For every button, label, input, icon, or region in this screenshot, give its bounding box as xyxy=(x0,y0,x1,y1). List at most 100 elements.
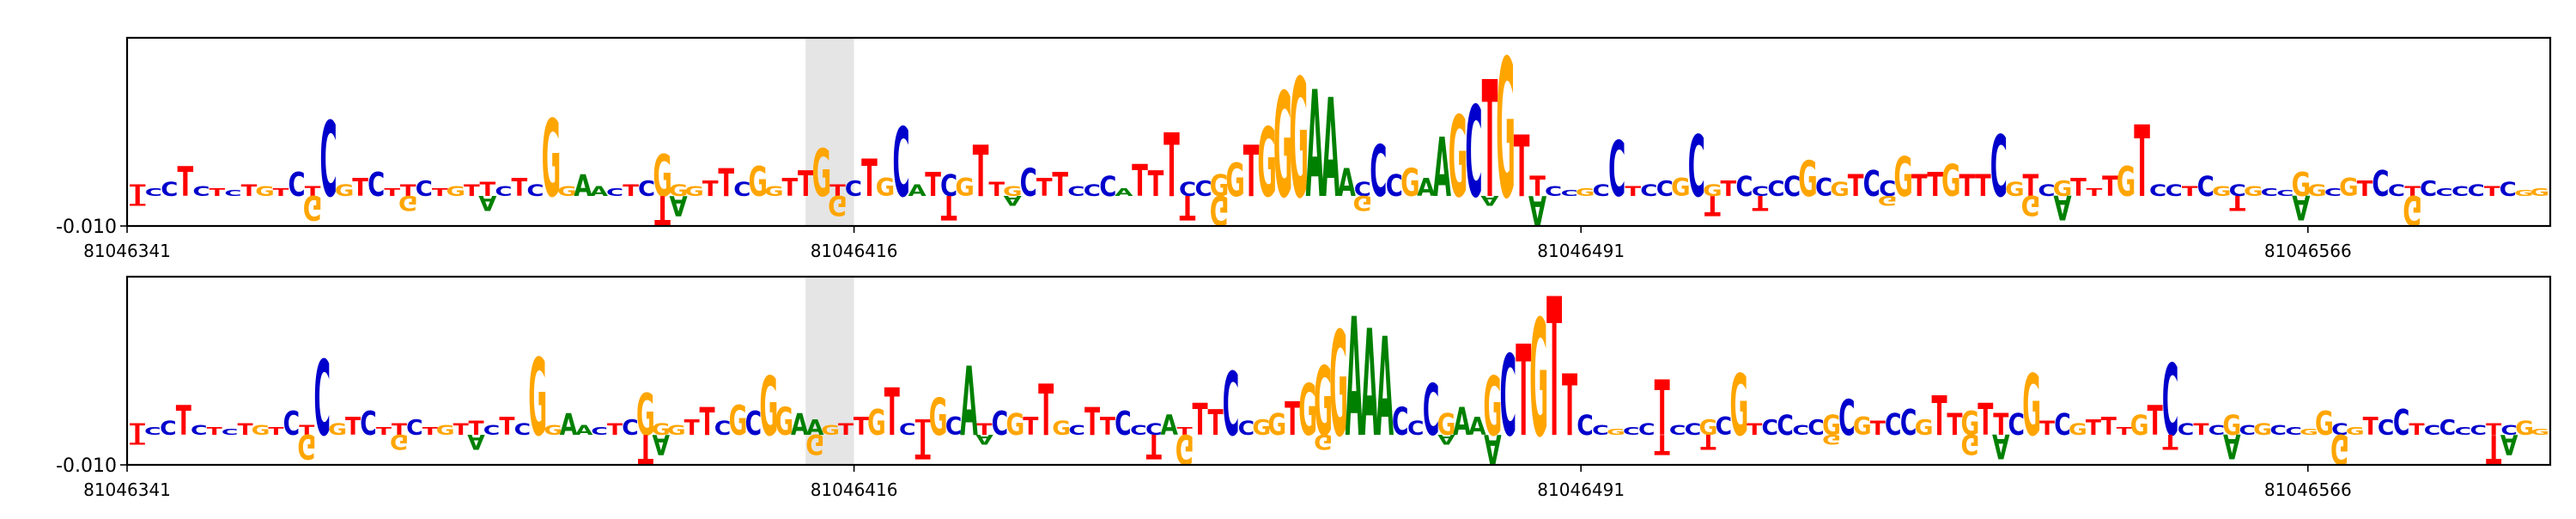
logo-letter: A xyxy=(1433,121,1451,216)
logo-letter-negative: T xyxy=(1704,190,1721,221)
logo-letter: C xyxy=(945,412,962,441)
logo-letter-negative: A xyxy=(670,190,688,221)
logo-letter-negative: G xyxy=(2330,424,2349,473)
logo-letter: G xyxy=(1252,416,1271,441)
logo-letter: G xyxy=(252,423,270,438)
logo-letter: C xyxy=(591,424,607,437)
logo-letter: T xyxy=(1562,357,1577,455)
logo-letter: G xyxy=(2069,421,2087,439)
logo-letter: T xyxy=(1546,260,1562,480)
logo-letter: C xyxy=(416,177,433,202)
logo-letter: T xyxy=(2039,417,2055,439)
logo-letter: T xyxy=(1084,400,1100,444)
x-tick-label: 81046341 xyxy=(83,479,171,500)
logo-letter: C xyxy=(1593,180,1610,200)
logo-letter: C xyxy=(1783,171,1801,202)
logo-letter: T xyxy=(512,174,528,203)
logo-letter: T xyxy=(2404,184,2421,199)
logo-letter-negative: G xyxy=(398,191,418,215)
logo-letter: C xyxy=(1592,423,1608,438)
logo-letter: T xyxy=(1514,118,1530,216)
logo-letter: C xyxy=(1067,184,1084,199)
logo-letter: T xyxy=(1927,165,1943,204)
logo-letter: C xyxy=(1623,424,1639,437)
logo-letter: C xyxy=(1608,126,1625,215)
logo-letter: T xyxy=(432,186,448,199)
logo-letter: C xyxy=(161,179,178,201)
logo-letter: T xyxy=(798,165,814,205)
logo-letter: T xyxy=(1747,421,1762,439)
logo-letter: C xyxy=(145,186,162,199)
logo-letter-negative: A xyxy=(1480,192,1499,208)
logo-letter: G xyxy=(255,184,275,199)
x-ticks-bottom: 81046341 81046416 81046491 81046566 xyxy=(83,465,2352,500)
logo-letter: G xyxy=(1822,410,1841,442)
logo-letter: T xyxy=(684,416,700,441)
logo-letter: G xyxy=(1607,427,1625,437)
logo-letter: C xyxy=(733,179,750,201)
logo-letter: C xyxy=(1735,171,1753,202)
logo-letter: T xyxy=(479,179,495,201)
logo-letter-negative: G xyxy=(2403,186,2422,233)
logo-letter: T xyxy=(376,424,392,437)
logo-letter: T xyxy=(422,424,439,437)
logo-letter-negative: A xyxy=(2292,187,2311,227)
logo-letter: G xyxy=(867,403,886,444)
logo-letter: T xyxy=(207,424,223,437)
logo-letter-negative: A xyxy=(478,191,496,215)
logo-letter: T xyxy=(1978,394,1993,445)
logo-letter-negative: A xyxy=(2500,428,2518,460)
logo-letter: C xyxy=(2455,424,2471,437)
logo-letter: C xyxy=(368,165,385,204)
logo-letter-negative: T xyxy=(915,427,931,467)
logo-letter: C xyxy=(1068,423,1084,438)
logo-letter: T xyxy=(1975,169,1991,204)
logo-letter: T xyxy=(1947,408,1962,443)
logo-letter: T xyxy=(973,131,989,213)
logo-letter: G xyxy=(1576,186,1595,199)
logo-letter: C xyxy=(2468,180,2485,200)
logo-letter: C xyxy=(2500,423,2517,438)
logo-letter: C xyxy=(2324,186,2342,199)
logo-letter: T xyxy=(2363,412,2379,441)
logo-letter: G xyxy=(1257,108,1277,219)
logo-letter-negative: A xyxy=(2223,427,2241,467)
plot-frame-top xyxy=(125,36,2552,228)
logo-letter: A xyxy=(806,416,824,441)
logo-letter: A xyxy=(1417,174,1436,203)
logo-letter: T xyxy=(1655,365,1670,454)
logo-letter: T xyxy=(1036,174,1053,203)
logo-letter: G xyxy=(328,421,347,439)
logo-letter: C xyxy=(495,184,512,199)
logo-letter: C xyxy=(2008,408,2024,443)
logo-letter: G xyxy=(2300,427,2318,437)
logo-letter: A xyxy=(908,180,927,200)
logo-letter: C xyxy=(1885,408,1901,443)
highlight-band-bottom xyxy=(805,277,854,465)
logo-letter: T xyxy=(1516,319,1531,465)
logo-letter: T xyxy=(1285,393,1300,446)
logo-letter-negative: A xyxy=(1528,186,1546,233)
logo-letter: C xyxy=(1716,412,1732,441)
logo-letter: G xyxy=(764,184,784,199)
logo-letter: C xyxy=(1656,177,1674,202)
logo-letter: T xyxy=(384,186,400,199)
logo-letter: T xyxy=(988,179,1005,201)
logo-letter: T xyxy=(2182,184,2199,199)
logo-letter-negative: G xyxy=(1960,428,1979,460)
logo-letter: T xyxy=(268,424,284,437)
logo-letter: C xyxy=(2424,423,2440,438)
logo-letter: G xyxy=(1400,161,1420,205)
x-tick-label: 81046491 xyxy=(1537,479,1625,500)
logo-letter: G xyxy=(2530,186,2549,199)
logo-letter: T xyxy=(1177,424,1194,437)
logo-letter: C xyxy=(360,405,376,443)
logo-letter: C xyxy=(2388,180,2405,200)
logo-letter: A xyxy=(1338,161,1357,205)
logo-letter: C xyxy=(1145,421,1162,439)
logo-letter: C xyxy=(1386,169,1403,204)
logo-letter: C xyxy=(2208,423,2225,438)
logo-letter: G xyxy=(447,184,466,199)
